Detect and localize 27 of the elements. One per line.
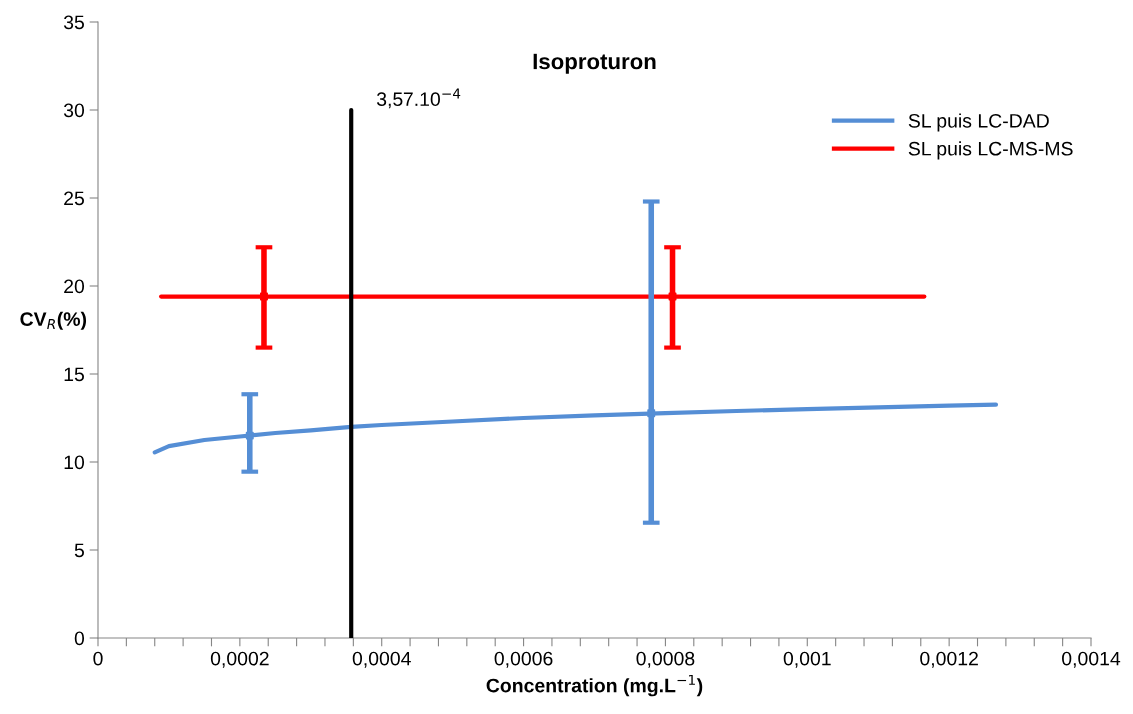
point xyxy=(668,292,677,301)
point xyxy=(260,292,268,301)
y-tick-label: 5 xyxy=(74,543,84,558)
x-tick-label: 0 xyxy=(93,651,103,666)
x-tick-label: 0,0004 xyxy=(352,651,411,668)
x-tick-label: 0,0014 xyxy=(1062,651,1121,668)
x-tick-label: 0,001 xyxy=(783,651,831,668)
x-tick-label: 0,0002 xyxy=(210,651,269,668)
annotation: 3,57.10$^{−4}$ xyxy=(376,88,461,109)
point xyxy=(647,409,656,418)
y-tick-label: 0 xyxy=(74,631,85,646)
y-tick-label: 30 xyxy=(63,103,85,118)
x-tick-label: 0,0006 xyxy=(494,651,553,668)
text: Isoproturon xyxy=(533,53,656,74)
y-tick-label: 15 xyxy=(64,367,84,382)
x-tick-label: 0,0008 xyxy=(636,651,695,668)
legend-label: SL puis LC-DAD xyxy=(908,113,1049,132)
line-series xyxy=(152,402,999,455)
legend-label: SL puis LC-MS-MS xyxy=(908,141,1073,160)
y-tick-label: 20 xyxy=(64,279,85,294)
x-tick-label: 0,0012 xyxy=(920,651,978,668)
y-tick-label: 10 xyxy=(64,455,85,470)
point xyxy=(245,431,254,440)
y-tick-label: 25 xyxy=(64,191,84,206)
x-axis-title: Concentration (mg.L$^{−1}$) xyxy=(486,674,703,697)
y-tick-label: 35 xyxy=(63,15,84,30)
y-axis-title: CV$_{R}$(%) xyxy=(20,311,87,330)
